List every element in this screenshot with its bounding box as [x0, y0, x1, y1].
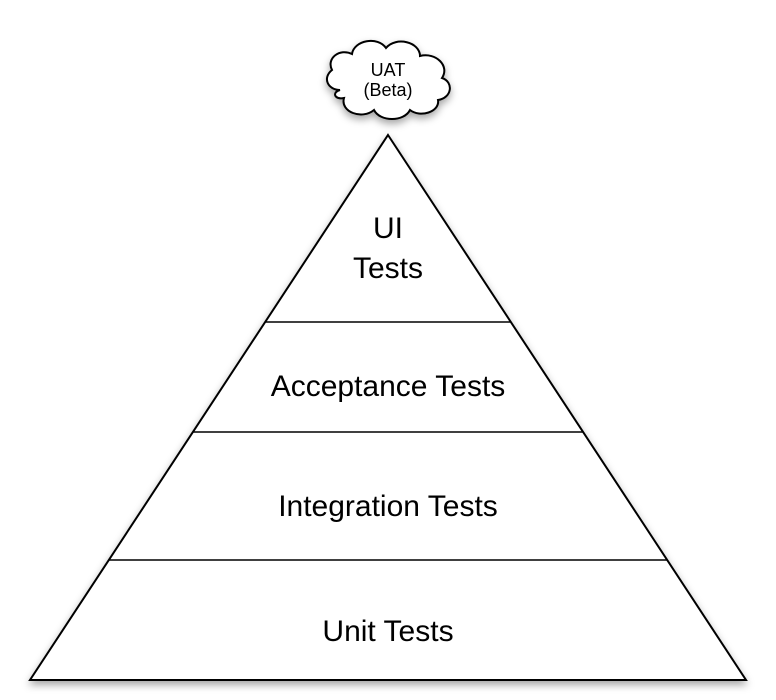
- cloud-icon: [327, 41, 450, 119]
- pyramid-svg: [0, 0, 776, 700]
- pyramid-outline: [30, 135, 746, 680]
- testing-pyramid-diagram: UAT (Beta) UI Tests Acceptance Tests Int…: [0, 0, 776, 700]
